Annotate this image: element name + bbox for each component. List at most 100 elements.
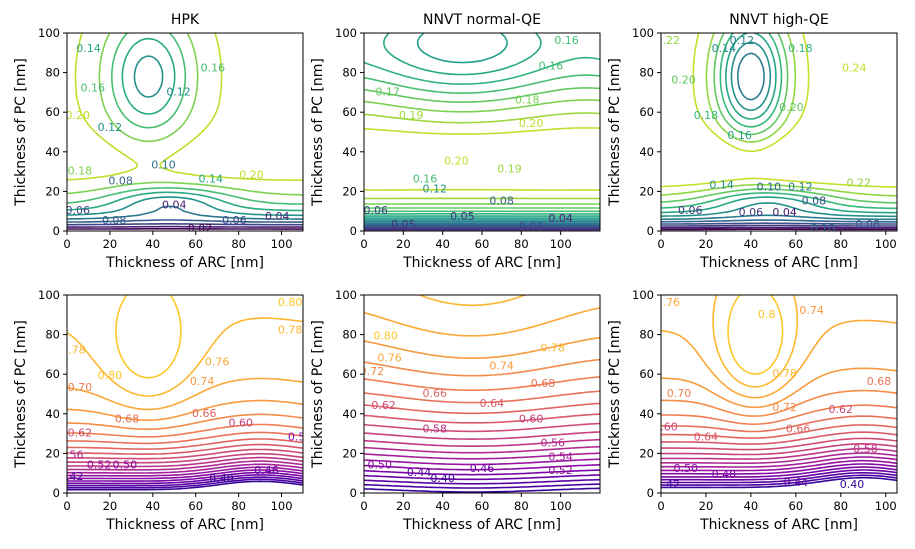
y-tick-label: 0 [53, 486, 60, 500]
contour-label: 0.20 [444, 155, 469, 168]
panel-title: NNVT normal-QE [423, 12, 541, 28]
contour-level-0.04 [67, 225, 303, 228]
axes-frame [66, 294, 304, 494]
contour-level-0.64 [661, 431, 897, 445]
contour-level-0.44 [67, 476, 303, 487]
contour-label: 0.78 [541, 341, 566, 354]
y-tick-label: 40 [639, 145, 654, 159]
contour-label: 0.16 [554, 34, 579, 47]
contour-level-0.52 [661, 459, 897, 472]
contour-label: 0.16 [413, 173, 438, 186]
contour-label: 0.76 [205, 355, 230, 368]
contour-level-0.78 [67, 317, 303, 397]
contour-label: 0.02 [188, 222, 213, 235]
contour-label: 0.18 [694, 109, 719, 122]
contour-label: 0.64 [480, 397, 505, 410]
x-tick-label: 100 [271, 237, 293, 251]
contour-label: 0.19 [399, 109, 424, 122]
x-axis-label: Thickness of ARC [nm] [699, 517, 858, 533]
contour-level-0.14 [661, 41, 897, 218]
contour-label: 0.72 [772, 401, 797, 414]
y-tick-label: 20 [45, 184, 60, 198]
y-tick-label: 20 [342, 184, 357, 198]
contour-label: 0.5 [288, 431, 306, 444]
contour-label: 0.14 [712, 42, 737, 55]
y-tick-label: 40 [45, 145, 60, 159]
contour-level-0.40 [67, 480, 303, 491]
contour-level-0.24 [661, 33, 897, 188]
contour-level-0.78 [419, 295, 526, 307]
x-tick-label: 20 [103, 237, 118, 251]
contour-level-0.72 [364, 358, 600, 377]
x-tick-label: 60 [188, 237, 203, 251]
contour-label: 0.76 [655, 296, 680, 309]
contour-label: 0.50 [367, 458, 392, 471]
x-axis-label: Thickness of ARC [nm] [105, 517, 264, 533]
contour-label: 0.12 [730, 34, 755, 47]
contour-label: 0.20 [779, 101, 804, 114]
y-tick-label: 0 [53, 224, 60, 238]
x-tick-label: 80 [514, 499, 529, 513]
contour-label: 0.14 [76, 42, 101, 55]
contour-label: 0.04 [772, 206, 797, 219]
x-tick-label: 80 [514, 237, 529, 251]
contour-label: 0.06 [519, 220, 544, 233]
contour-label: 0.44 [407, 466, 432, 479]
contour-label: 0.14 [198, 173, 223, 186]
contour-label: 0.64 [694, 431, 719, 444]
y-tick-label: 100 [335, 26, 357, 40]
contour-label: 0.50 [673, 462, 698, 475]
y-tick-label: 60 [342, 105, 357, 119]
contour-label: 0.22 [847, 176, 872, 189]
y-axis-label: Thickness of PC [nm] [607, 320, 623, 469]
contour-label: 0.16 [539, 60, 564, 73]
contour-label: 0.16 [727, 129, 752, 142]
x-tick-label: 20 [396, 499, 411, 513]
x-axis-label: Thickness of ARC [nm] [105, 255, 264, 271]
y-tick-label: 20 [639, 446, 654, 460]
contour-level-0.60 [364, 431, 600, 440]
contour-level-0.66 [67, 438, 303, 450]
contour-level-0.40 [661, 476, 897, 489]
contour-level-0.66 [364, 402, 600, 415]
contour-level-0.40 [364, 487, 600, 493]
x-tick-label: 60 [789, 237, 804, 251]
x-tick-label: 80 [231, 499, 246, 513]
contour-label: 0.68 [531, 377, 556, 390]
contour-level-0.20 [661, 33, 897, 204]
axes-frame [660, 32, 898, 232]
x-tick-label: 100 [875, 237, 897, 251]
y-axis-label: Thickness of PC [nm] [310, 58, 326, 207]
contour-label: 0.50 [113, 458, 138, 471]
y-tick-label: 0 [647, 224, 654, 238]
contour-label: 0.10 [811, 222, 836, 235]
contour-level-0.42 [67, 478, 303, 489]
contour-label: 0.22 [655, 34, 680, 47]
contour-label: 0.72 [360, 365, 385, 378]
y-tick-label: 60 [45, 367, 60, 381]
contour-level-0.80 [727, 295, 784, 375]
contour-label: 0.12 [788, 180, 813, 193]
contour-label: 0.60 [229, 417, 254, 430]
contour-label: 0.16 [80, 81, 105, 94]
x-tick-label: 100 [875, 499, 897, 513]
contour-label: 0.68 [115, 413, 140, 426]
y-tick-label: 60 [639, 105, 654, 119]
contour-label: 0.66 [192, 407, 217, 420]
contour-label: 0.42 [59, 470, 84, 483]
contour-level-0.52 [67, 466, 303, 477]
contour-label: 0.08 [102, 214, 127, 227]
contour-level-0.76 [661, 319, 897, 399]
y-tick-label: 0 [350, 224, 357, 238]
contour-level-0.15 [364, 56, 600, 215]
x-tick-label: 60 [789, 499, 804, 513]
contour-level-0.62 [67, 448, 303, 460]
contour-label: 0.70 [667, 387, 692, 400]
contour-label: 0.10 [151, 159, 176, 172]
contour-level-0.12 [661, 52, 897, 221]
contour-label: 0.58 [853, 442, 878, 455]
contour-level-0.72 [67, 413, 303, 430]
contour-label: 0.48 [712, 468, 737, 481]
contour-level-0.64 [67, 443, 303, 455]
